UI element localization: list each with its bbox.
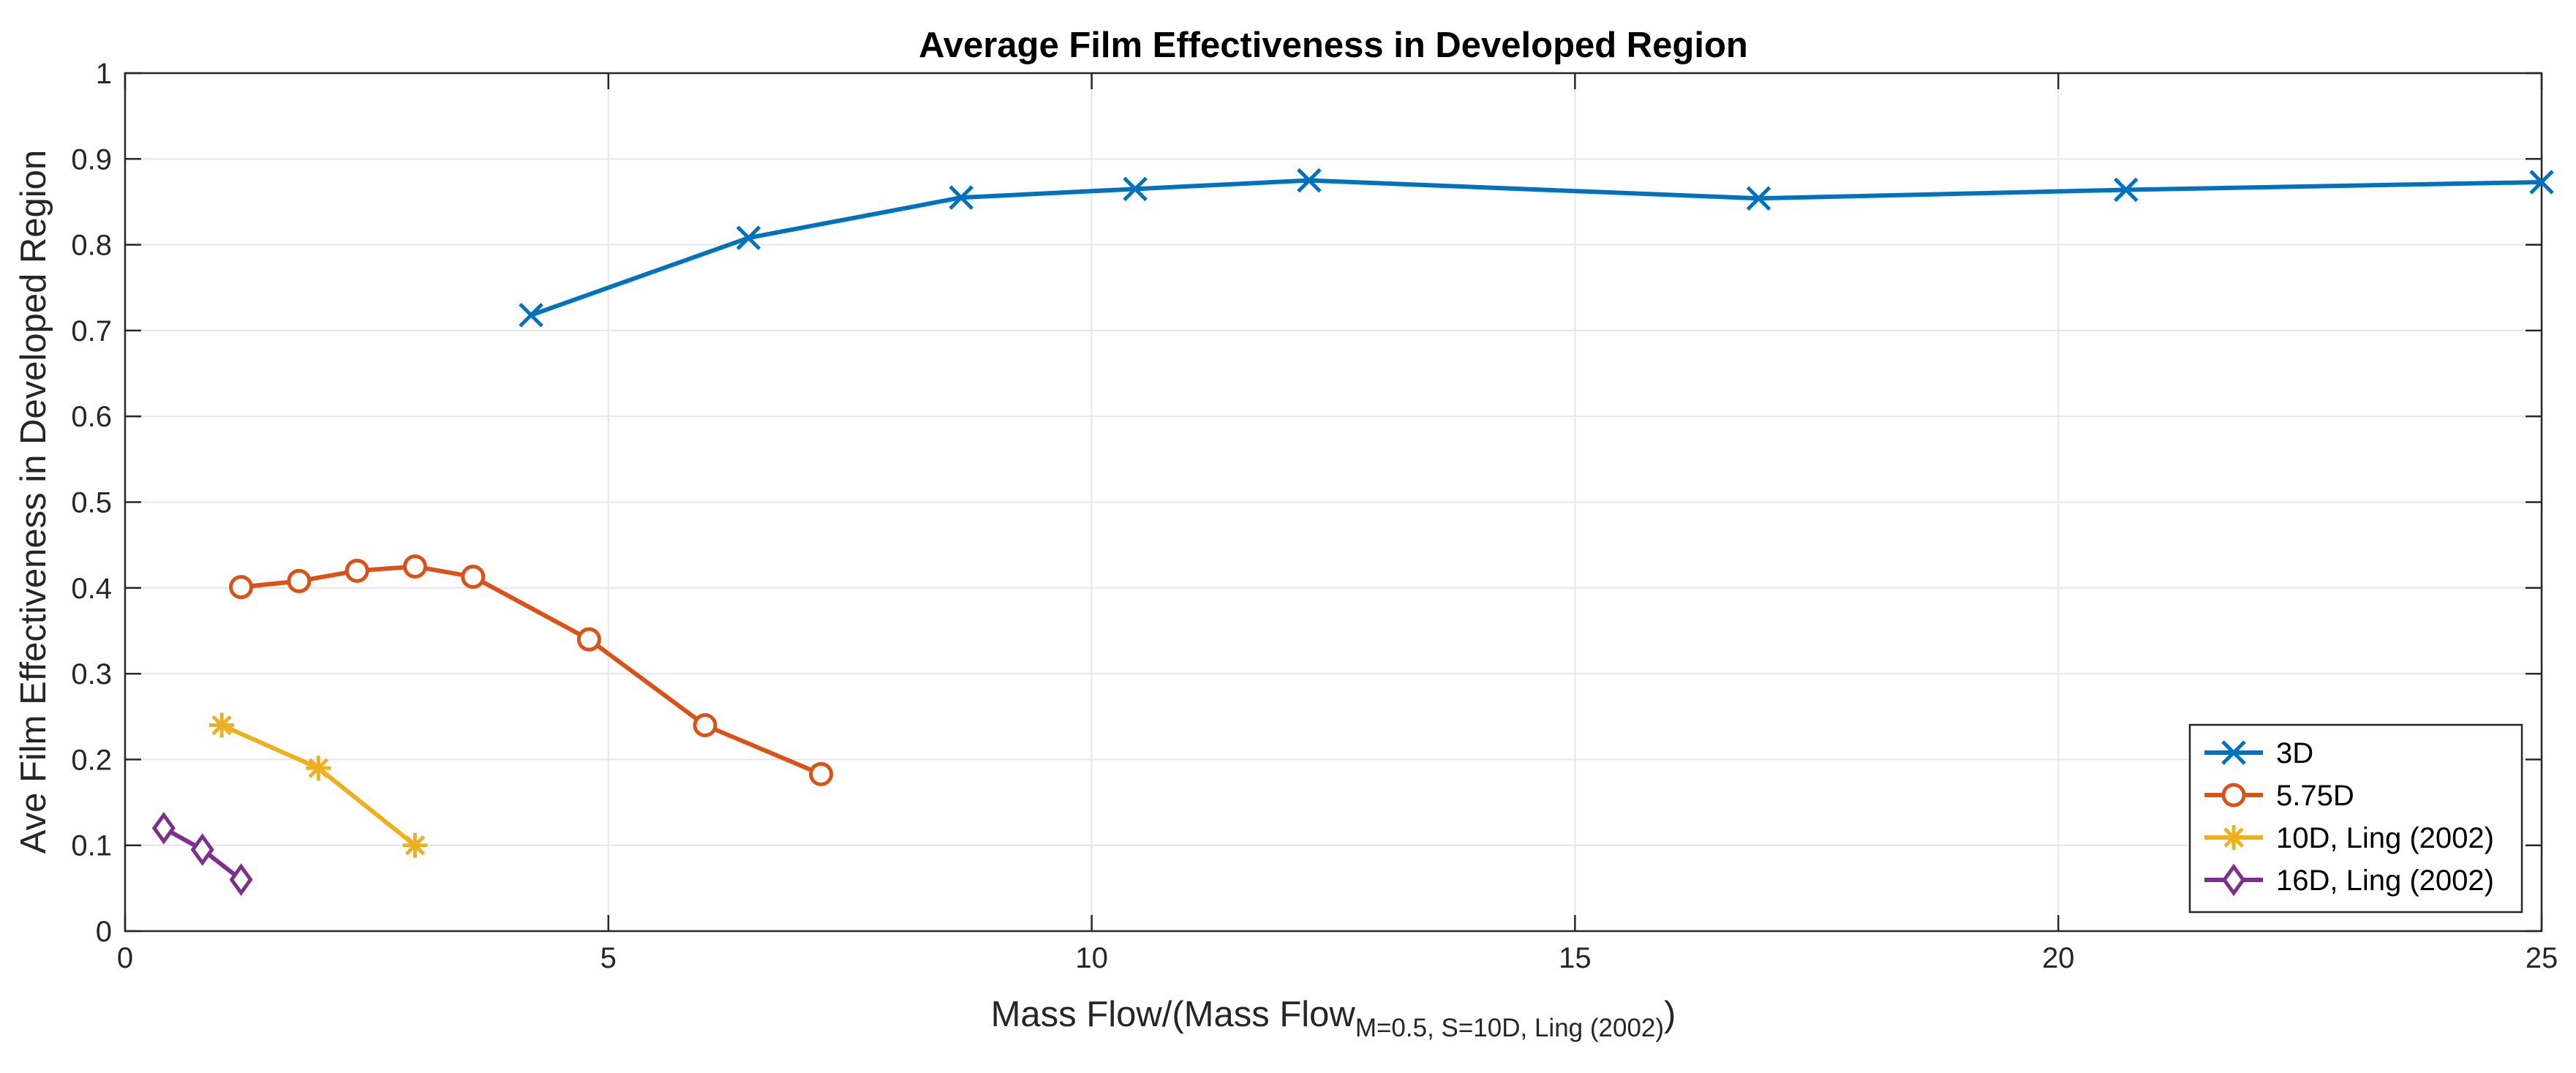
data-point [402, 554, 427, 579]
legend-label: 5.75D [2276, 780, 2354, 812]
y-tick-label: 1 [96, 58, 112, 90]
chart-title: Average Film Effectiveness in Developed … [919, 26, 1748, 65]
x-axis-label-close: ) [1664, 995, 1676, 1034]
x-tick-label: 5 [600, 942, 617, 974]
legend-marker [2221, 863, 2246, 897]
y-tick-label: 0.1 [71, 830, 112, 862]
data-point [1297, 167, 1322, 193]
y-tick-label: 0.9 [71, 143, 112, 176]
x-tick-label: 20 [2042, 942, 2075, 974]
series-2 [209, 712, 428, 858]
data-point-stroke [1123, 176, 1148, 202]
y-tick-label: 0.6 [71, 401, 112, 433]
x-tick-label: 15 [1559, 942, 1592, 974]
data-point-stroke [2113, 177, 2139, 203]
series-line [530, 178, 2542, 317]
data-point-stroke [308, 758, 329, 778]
data-point [2529, 170, 2554, 195]
y-tick-label: 0.5 [71, 487, 112, 519]
y-axis-label: Ave Film Effectiveness in Developed Regi… [14, 150, 53, 854]
y-tick-label: 0.7 [71, 315, 112, 347]
data-point [736, 225, 761, 250]
legend-item: 10D, Ling (2002) [2204, 822, 2494, 854]
legend-marker [2221, 783, 2246, 807]
data-point [576, 627, 601, 652]
data-point-stroke [211, 715, 232, 736]
series-1 [229, 554, 834, 786]
data-point [344, 558, 369, 583]
legend: 3D 5.75D 10D, Ling (2002) 16D, Ling (2002) [2188, 723, 2523, 914]
data-point [402, 832, 428, 858]
x-tick-label: 10 [1075, 942, 1108, 974]
data-point [306, 756, 331, 781]
y-tick-label: 0 [96, 916, 112, 948]
y-tick-label: 0.4 [71, 573, 112, 605]
y-tick-label: 0.2 [71, 744, 112, 776]
data-point-stroke [2529, 170, 2554, 195]
data-point [461, 565, 486, 590]
legend-item: 5.75D [2204, 780, 2354, 812]
data-point-stroke [736, 225, 761, 250]
legend-marker-stroke [2223, 827, 2244, 848]
x-tick-label: 25 [2526, 942, 2558, 974]
y-tick-label: 0.8 [71, 230, 112, 262]
legend-item: 3D [2204, 737, 2313, 769]
data-point-stroke [519, 303, 543, 328]
data-point-stroke [404, 835, 426, 856]
x-axis-label: Mass Flow/(Mass FlowM=0.5, S=10D, Ling (… [991, 995, 1676, 1042]
data-point [949, 185, 973, 210]
axes: 0 5 10 15 20 25 0 0.1 0.2 0.3 0.4 0.5 0.6 0.7 0.8 0.9 1 [71, 58, 2558, 974]
series-layer [151, 167, 2554, 896]
data-point [151, 811, 176, 845]
data-point-stroke [1746, 186, 1771, 211]
legend-marker [2221, 825, 2246, 850]
data-point-stroke [949, 185, 973, 210]
data-point [229, 575, 254, 600]
data-point-stroke [1297, 167, 1322, 193]
data-point [190, 833, 214, 866]
data-point [287, 568, 312, 593]
data-point [229, 863, 253, 896]
series-3 [151, 811, 253, 896]
data-point [809, 761, 834, 786]
series-0 [519, 167, 2554, 328]
data-point [1746, 186, 1771, 211]
legend-marker-stroke [2221, 740, 2246, 765]
y-tick-label: 0.3 [71, 658, 112, 690]
x-tick-label: 0 [117, 942, 133, 974]
legend-item: 16D, Ling (2002) [2204, 863, 2494, 897]
data-point [693, 712, 718, 737]
data-point [1123, 176, 1148, 202]
legend-marker [2221, 740, 2246, 765]
legend-label: 3D [2276, 737, 2313, 769]
data-point [2113, 177, 2139, 203]
legend-label: 16D, Ling (2002) [2276, 865, 2494, 897]
x-axis-label-subscript: M=0.5, S=10D, Ling (2002) [1355, 1014, 1664, 1042]
data-point [209, 712, 235, 738]
data-point [519, 303, 543, 328]
legend-label: 10D, Ling (2002) [2276, 822, 2494, 854]
x-axis-label-main: Mass Flow/(Mass Flow [991, 995, 1356, 1034]
